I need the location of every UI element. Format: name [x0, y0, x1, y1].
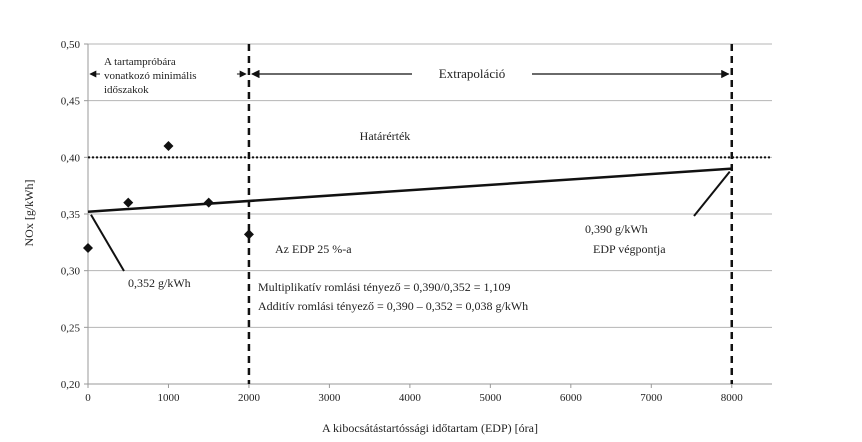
end-point-label: EDP végpontja [593, 242, 666, 256]
chart-marks [83, 44, 772, 384]
data-point [203, 197, 214, 208]
multiplicative-factor-label: Multiplikatív romlási tényező = 0,390/0,… [258, 280, 511, 294]
x-tick-label: 6000 [560, 392, 583, 404]
x-axis-title: A kibocsátástartóssági időtartam (EDP) [… [322, 421, 538, 435]
min-periods-label-line3: időszakok [104, 84, 149, 96]
y-tick-labels: 0,20 0,25 0,30 0,35 0,40 0,45 0,50 [61, 39, 81, 391]
y-axis-title: NOx [g/kWh] [22, 180, 36, 247]
x-tick-label: 8000 [721, 392, 744, 404]
y-tick-label: 0,30 [61, 266, 81, 278]
end-value-pointer [693, 171, 731, 217]
data-point [123, 197, 134, 208]
x-tick-label: 4000 [399, 392, 422, 404]
start-value-label: 0,352 g/kWh [128, 276, 191, 290]
x-tick-label: 2000 [238, 392, 261, 404]
additive-factor-label: Additív romlási tényező = 0,390 – 0,352 … [258, 299, 528, 313]
y-tick-label: 0,20 [61, 379, 81, 391]
edp25-label: Az EDP 25 %-a [275, 242, 352, 256]
data-point [163, 141, 174, 151]
y-tick-label: 0,45 [61, 96, 81, 108]
deterioration-trendline [87, 167, 732, 213]
min-periods-label-line2: vonatkozó minimális [104, 70, 197, 82]
end-value-label: 0,390 g/kWh [585, 222, 648, 236]
x-tick-label: 7000 [640, 392, 663, 404]
data-point [243, 229, 254, 240]
x-tick-labels: 0 1000 2000 3000 4000 5000 6000 7000 8000 [85, 392, 743, 404]
x-tick-label: 1000 [157, 392, 180, 404]
x-tick-label: 0 [85, 392, 91, 404]
x-tick-label: 3000 [318, 392, 341, 404]
extrapolation-label: Extrapoláció [439, 66, 505, 81]
limit-label: Határérték [360, 129, 411, 143]
start-value-pointer [90, 214, 125, 272]
axes [84, 43, 772, 388]
x-tick-label: 5000 [479, 392, 502, 404]
y-tick-label: 0,25 [61, 322, 81, 334]
y-tick-label: 0,40 [61, 152, 81, 164]
y-tick-label: 0,50 [61, 39, 81, 51]
y-tick-label: 0,35 [61, 209, 81, 221]
min-periods-label-line1: A tartampróbára [104, 56, 176, 68]
data-point [83, 243, 93, 253]
